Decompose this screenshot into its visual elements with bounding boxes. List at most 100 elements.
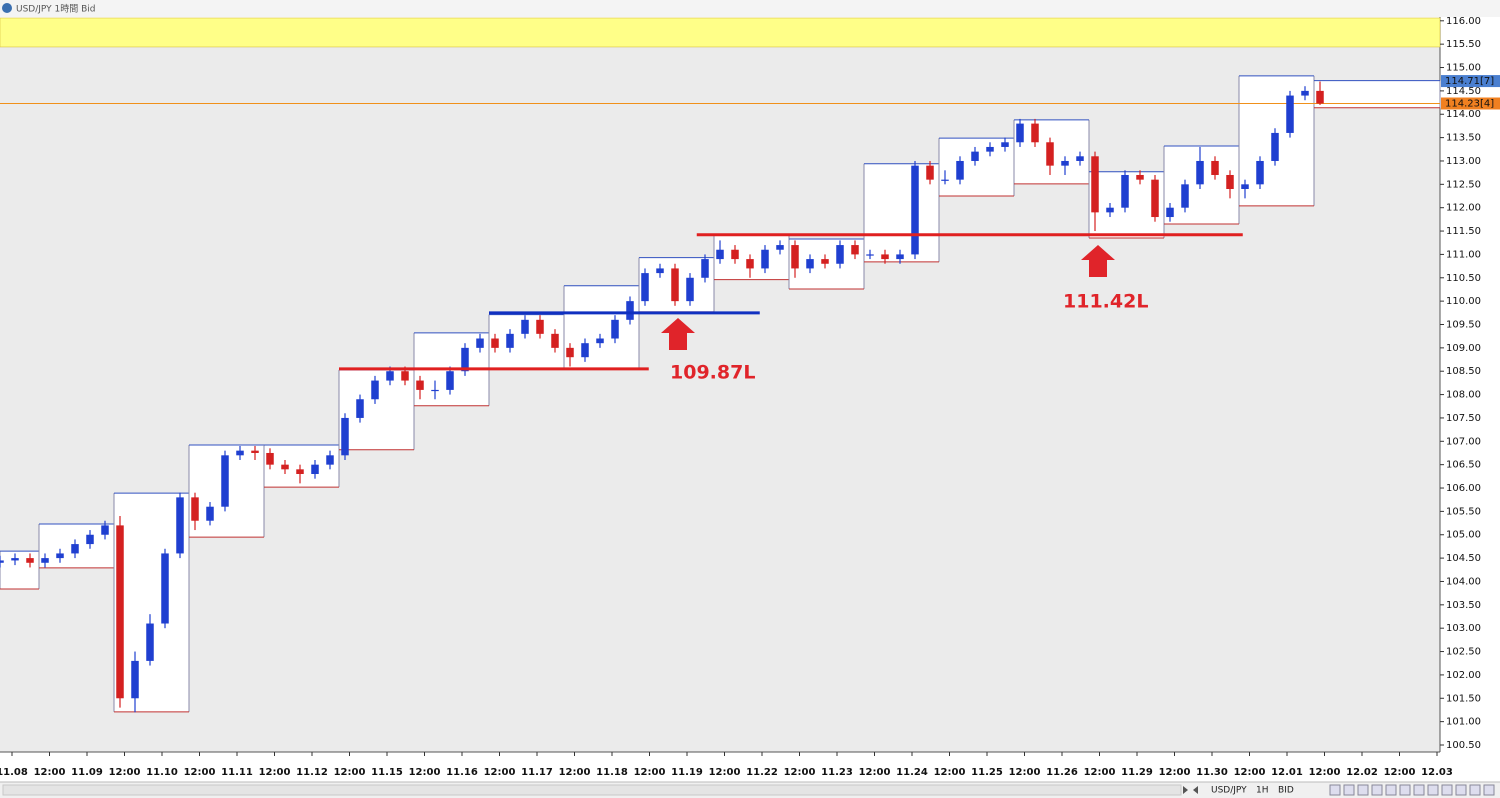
candle-body: [1031, 123, 1039, 143]
candle-body: [1151, 179, 1159, 218]
candle-body: [161, 553, 169, 624]
x-tick-label: 12.01: [1271, 767, 1303, 778]
x-tick-label: 12:00: [634, 767, 666, 778]
candle-body: [386, 371, 394, 381]
candle-body: [431, 389, 439, 392]
tool-button[interactable]: [1357, 784, 1369, 796]
candle-body: [941, 179, 949, 181]
candle-body: [56, 553, 64, 559]
range-box: [0, 551, 39, 589]
price-type-select[interactable]: BID: [1278, 786, 1294, 796]
window-title: USD/JPY 1時間 Bid: [16, 4, 95, 15]
tool-button[interactable]: [1483, 784, 1495, 796]
candle-body: [221, 455, 229, 507]
candle-body: [0, 560, 4, 563]
x-tick-label: 11.09: [71, 767, 103, 778]
candle-body: [326, 455, 334, 465]
y-tick-label: 105.00: [1446, 530, 1481, 541]
y-tick-label: 110.50: [1446, 273, 1481, 284]
y-tick-label: 102.50: [1446, 647, 1481, 658]
tool-button[interactable]: [1413, 784, 1425, 796]
x-tick-label: 12:00: [1234, 767, 1266, 778]
candle-body: [491, 338, 499, 348]
y-tick-label: 112.00: [1446, 203, 1481, 214]
candle-body: [1241, 184, 1249, 190]
candle-body: [1091, 156, 1099, 213]
scrollbar[interactable]: [2, 784, 1182, 796]
tool-button[interactable]: [1399, 784, 1411, 796]
annotation: 111.42L: [1063, 291, 1148, 313]
y-tick-label: 115.50: [1446, 39, 1481, 50]
range-box: [864, 163, 939, 262]
candle-body: [26, 558, 34, 563]
candle-body: [656, 268, 664, 274]
toolbar-buttons: [1329, 784, 1495, 796]
candle-body: [1001, 142, 1009, 147]
tool-button[interactable]: [1371, 784, 1383, 796]
tool-button[interactable]: [1427, 784, 1439, 796]
candle-body: [116, 525, 124, 699]
candle-body: [776, 245, 784, 250]
price-tag-label: 114.71[7]: [1445, 76, 1494, 87]
candle-body: [1076, 156, 1084, 161]
candle-body: [146, 623, 154, 661]
background-layer: [0, 17, 1441, 48]
x-tick-label: 11.16: [446, 767, 478, 778]
candle-body: [341, 417, 349, 456]
x-tick-label: 12:00: [259, 767, 291, 778]
x-tick-label: 12:00: [409, 767, 441, 778]
candle-body: [416, 380, 424, 390]
candle-body: [71, 544, 79, 554]
x-tick-label: 12:00: [109, 767, 141, 778]
y-tick-label: 104.50: [1446, 553, 1481, 564]
x-tick-label: 11.15: [371, 767, 403, 778]
timeframe-select[interactable]: 1H: [1256, 786, 1269, 796]
tool-button[interactable]: [1455, 784, 1467, 796]
candle-body: [761, 249, 769, 269]
app-icon: [2, 3, 12, 13]
candle-body: [716, 249, 724, 260]
x-tick-label: 12:00: [334, 767, 366, 778]
scroll-left[interactable]: [1183, 786, 1188, 794]
x-tick-label: 12:00: [184, 767, 216, 778]
candle-body: [686, 277, 694, 302]
y-tick-label: 111.00: [1446, 249, 1481, 260]
y-tick-label: 103.00: [1446, 623, 1481, 634]
y-tick-label: 106.50: [1446, 460, 1481, 471]
x-tick-label: 12.02: [1346, 767, 1378, 778]
candle-body: [1256, 160, 1264, 185]
x-tick-label: 11.23: [821, 767, 853, 778]
x-tick-label: 12:00: [1384, 767, 1416, 778]
y-tick-label: 112.50: [1446, 179, 1481, 190]
candle-body: [566, 347, 574, 358]
candle-body: [446, 371, 454, 390]
tool-button[interactable]: [1329, 784, 1341, 796]
y-tick-label: 115.00: [1446, 63, 1481, 74]
tool-button[interactable]: [1441, 784, 1453, 796]
axes: 100.50 101.00 101.50 102.00 102.50 103.00 103.…: [0, 16, 1500, 778]
y-tick-label: 101.50: [1446, 693, 1481, 704]
candle-body: [836, 245, 844, 264]
tool-button[interactable]: [1385, 784, 1397, 796]
candle-body: [311, 464, 319, 475]
candle-body: [356, 399, 364, 418]
candle-body: [1226, 174, 1234, 190]
scroll-right[interactable]: [1193, 786, 1198, 794]
symbol-select[interactable]: USD/JPY: [1211, 786, 1247, 796]
candle-body: [521, 319, 529, 334]
y-tick-label: 101.00: [1446, 717, 1481, 728]
y-tick-label: 105.50: [1446, 506, 1481, 517]
range-box: [564, 285, 639, 369]
candle-body: [671, 268, 679, 302]
candle-body: [476, 338, 484, 348]
candle-body: [746, 259, 754, 269]
tool-button[interactable]: [1469, 784, 1481, 796]
candle-body: [1196, 160, 1204, 185]
x-tick-label: 12:00: [1009, 767, 1041, 778]
tool-button[interactable]: [1343, 784, 1355, 796]
x-tick-label: 11.19: [671, 767, 703, 778]
candle-body: [701, 259, 709, 278]
price-tag: [1441, 97, 1500, 110]
x-tick-label: 11.17: [521, 767, 553, 778]
